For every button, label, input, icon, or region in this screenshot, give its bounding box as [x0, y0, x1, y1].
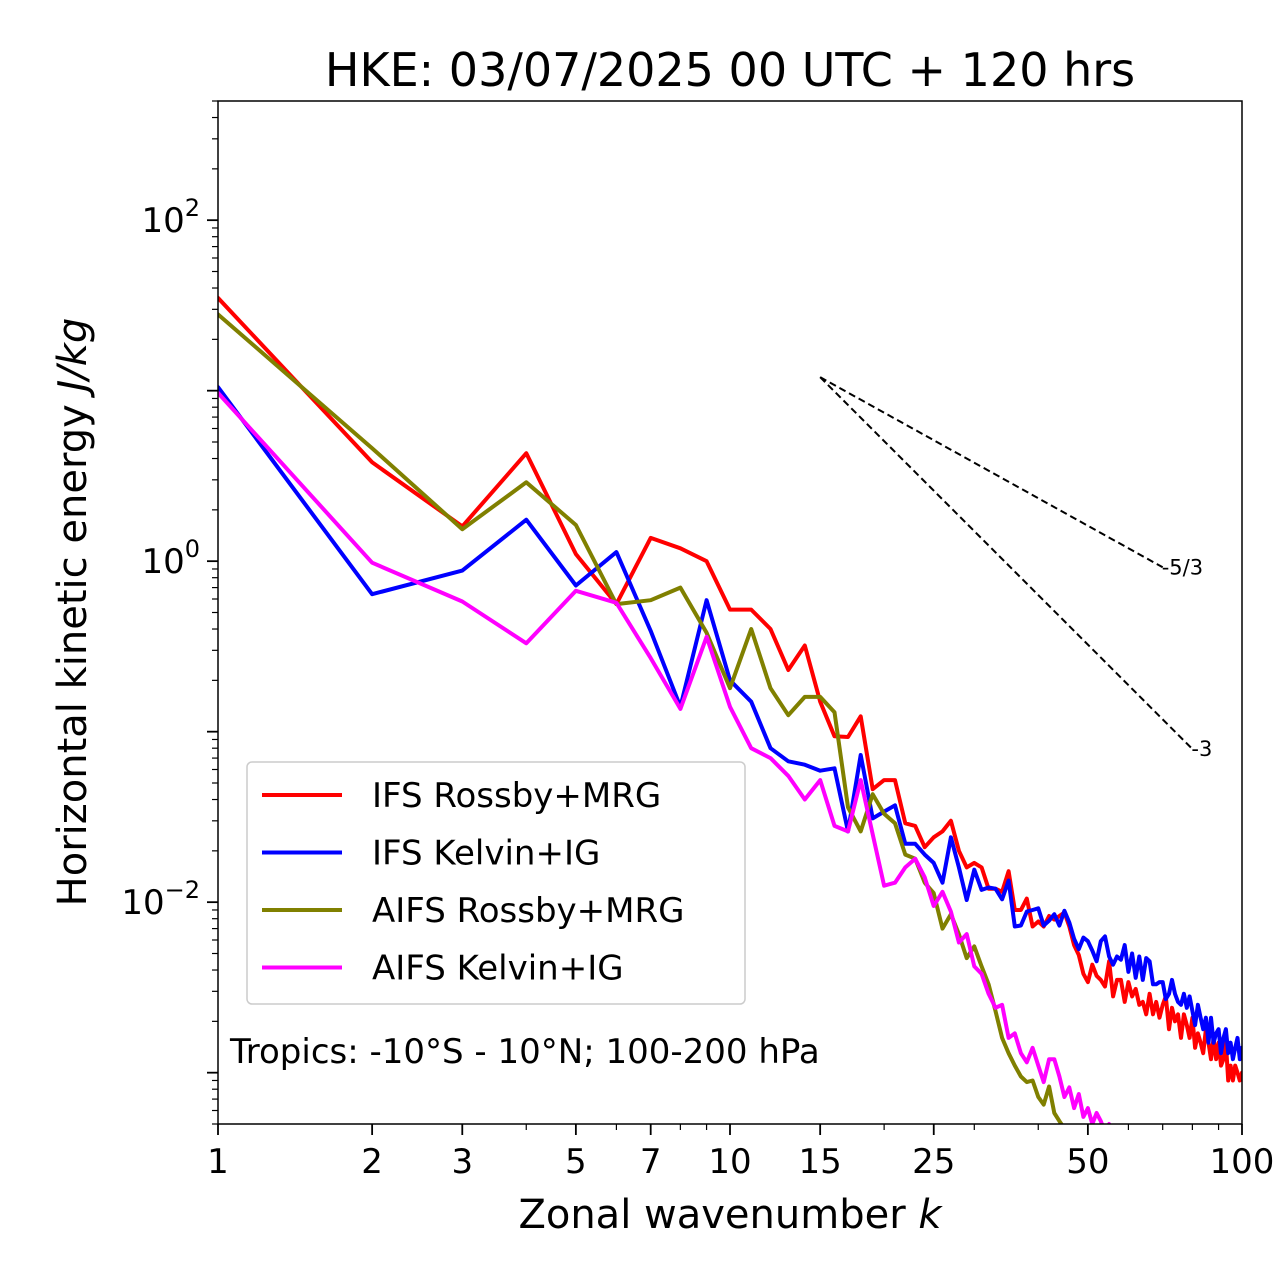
- series-line-aifs-kelvin-ig: [218, 390, 1112, 1124]
- series-line-ifs-kelvin-ig: [218, 385, 1242, 1062]
- x-axis: 1 2 3 5 7 10 15 25 50 100: [207, 1124, 1274, 1182]
- x-axis-label: Zonal wavenumber k: [518, 1192, 943, 1238]
- legend-label-aifs-rossby-mrg: AIFS Rossby+MRG: [372, 891, 684, 931]
- x-tick-label: 3: [451, 1142, 473, 1182]
- x-tick-label: 15: [799, 1142, 842, 1182]
- reference-slopes: -5/3 -3: [819, 376, 1212, 761]
- legend-label-ifs-kelvin-ig: IFS Kelvin+IG: [372, 834, 600, 874]
- series-line-ifs-rossby-mrg: [218, 295, 1242, 1083]
- series-layer: [218, 295, 1242, 1124]
- legend-label-aifs-kelvin-ig: AIFS Kelvin+IG: [372, 949, 624, 989]
- x-tick-label: 2: [361, 1142, 383, 1182]
- legend: IFS Rossby+MRG IFS Kelvin+IG AIFS Rossby+M…: [246, 761, 746, 1005]
- x-tick-label: 100: [1210, 1142, 1275, 1182]
- x-axis-label-text: Zonal wavenumber: [518, 1192, 906, 1238]
- x-tick-label: 5: [565, 1142, 587, 1182]
- y-axis-label: Horizontal kinetic energy J/kg: [50, 318, 96, 907]
- x-tick-label: 25: [912, 1142, 955, 1182]
- chart-title: HKE: 03/07/2025 00 UTC + 120 hrs: [325, 43, 1135, 97]
- y-tick-label: 102: [141, 194, 200, 241]
- x-tick-label: 50: [1066, 1142, 1109, 1182]
- region-annotation: Tropics: -10°S - 10°N; 100-200 hPa: [229, 1032, 820, 1072]
- y-axis-label-text: Horizontal kinetic energy: [50, 404, 96, 906]
- reference-slope-label: -3: [1191, 737, 1212, 761]
- legend-box: [246, 761, 746, 1005]
- x-tick-label: 10: [708, 1142, 751, 1182]
- x-axis-label-var: k: [918, 1192, 943, 1238]
- legend-label-ifs-rossby-mrg: IFS Rossby+MRG: [372, 776, 661, 816]
- x-tick-label: 7: [640, 1142, 662, 1182]
- y-tick-label: 10−2: [121, 876, 200, 923]
- y-axis: 102 100 10−2: [121, 100, 218, 1125]
- reference-slope-label: -5/3: [1162, 555, 1203, 579]
- y-tick-label: 100: [141, 535, 200, 582]
- y-axis-label-unit: J/kg: [50, 318, 96, 399]
- x-tick-label: 1: [207, 1142, 229, 1182]
